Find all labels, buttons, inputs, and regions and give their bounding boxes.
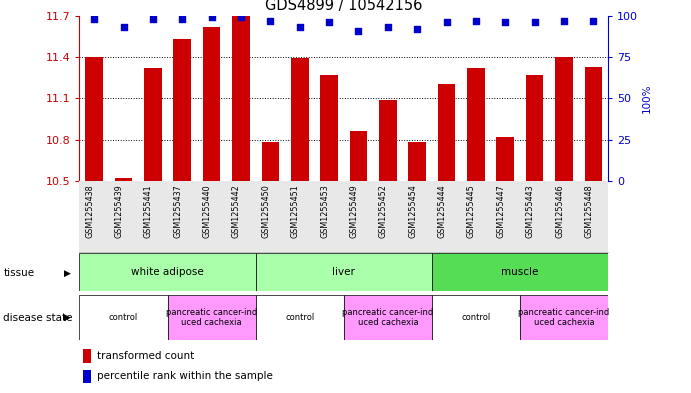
Bar <box>167 295 256 340</box>
Point <box>353 28 364 34</box>
Text: muscle: muscle <box>501 267 539 277</box>
Bar <box>344 295 432 340</box>
Bar <box>202 27 220 181</box>
Bar <box>437 84 455 181</box>
Bar <box>585 66 602 181</box>
Bar <box>232 16 249 181</box>
Point <box>88 16 100 22</box>
Bar <box>115 178 132 181</box>
Text: GSM1255438: GSM1255438 <box>85 184 94 238</box>
Bar <box>173 39 191 181</box>
Bar <box>83 370 91 383</box>
Bar <box>350 131 367 181</box>
Bar <box>256 253 432 291</box>
Bar <box>261 142 279 181</box>
Text: GSM1255442: GSM1255442 <box>232 184 241 238</box>
Point <box>412 26 423 32</box>
Point <box>236 14 247 20</box>
Text: pancreatic cancer-ind
uced cachexia: pancreatic cancer-ind uced cachexia <box>518 308 609 327</box>
Text: transformed count: transformed count <box>97 351 194 361</box>
Bar <box>467 68 484 181</box>
Text: GSM1255447: GSM1255447 <box>496 184 505 238</box>
Point <box>441 19 452 26</box>
Point <box>382 24 393 30</box>
Text: GSM1255441: GSM1255441 <box>144 184 153 238</box>
Bar <box>432 295 520 340</box>
Bar <box>85 57 103 181</box>
Text: ▶: ▶ <box>64 269 71 277</box>
Text: GSM1255453: GSM1255453 <box>320 184 329 238</box>
Bar <box>79 295 167 340</box>
Text: GSM1255443: GSM1255443 <box>526 184 535 238</box>
Point <box>177 16 188 22</box>
Text: control: control <box>109 313 138 322</box>
Text: liver: liver <box>332 267 355 277</box>
Text: GSM1255444: GSM1255444 <box>437 184 446 238</box>
Bar <box>320 75 338 181</box>
Bar <box>555 57 573 181</box>
Point <box>147 16 158 22</box>
Text: percentile rank within the sample: percentile rank within the sample <box>97 371 273 382</box>
Bar <box>432 253 608 291</box>
Text: GSM1255454: GSM1255454 <box>408 184 417 238</box>
Point <box>118 24 129 30</box>
Text: GSM1255445: GSM1255445 <box>467 184 476 238</box>
Bar <box>256 295 343 340</box>
Text: pancreatic cancer-ind
uced cachexia: pancreatic cancer-ind uced cachexia <box>342 308 433 327</box>
Bar <box>79 253 256 291</box>
Bar <box>291 58 308 181</box>
Bar <box>520 295 608 340</box>
Point <box>529 19 540 26</box>
Text: ▶: ▶ <box>64 313 71 322</box>
Point <box>265 18 276 24</box>
Bar <box>526 75 543 181</box>
Y-axis label: 100%: 100% <box>642 83 652 113</box>
Point <box>558 18 569 24</box>
Text: pancreatic cancer-ind
uced cachexia: pancreatic cancer-ind uced cachexia <box>166 308 257 327</box>
Bar <box>83 349 91 363</box>
Text: white adipose: white adipose <box>131 267 204 277</box>
Point <box>588 18 599 24</box>
Title: GDS4899 / 10542156: GDS4899 / 10542156 <box>265 0 422 13</box>
Text: GSM1255452: GSM1255452 <box>379 184 388 238</box>
Bar <box>144 68 162 181</box>
Text: control: control <box>285 313 314 322</box>
Text: GSM1255440: GSM1255440 <box>202 184 211 238</box>
Bar <box>496 137 514 181</box>
Text: control: control <box>462 313 491 322</box>
Text: tissue: tissue <box>3 268 35 278</box>
Text: GSM1255448: GSM1255448 <box>585 184 594 238</box>
Bar <box>408 142 426 181</box>
Text: disease state: disease state <box>3 312 73 323</box>
Text: GSM1255437: GSM1255437 <box>173 184 182 238</box>
Point <box>500 19 511 26</box>
Point <box>206 14 217 20</box>
Text: GSM1255449: GSM1255449 <box>350 184 359 238</box>
Text: GSM1255439: GSM1255439 <box>115 184 124 238</box>
Point <box>471 18 482 24</box>
Point <box>323 19 334 26</box>
Text: GSM1255446: GSM1255446 <box>555 184 564 238</box>
Text: GSM1255451: GSM1255451 <box>291 184 300 238</box>
Point <box>294 24 305 30</box>
Bar <box>379 99 397 181</box>
Text: GSM1255450: GSM1255450 <box>261 184 270 238</box>
